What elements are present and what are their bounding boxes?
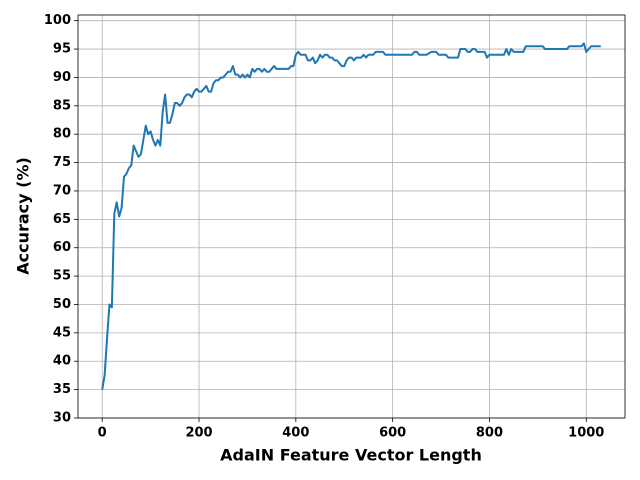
- y-tick-label: 80: [53, 127, 71, 142]
- plot-frame: [77, 14, 626, 419]
- y-tick-label: 40: [53, 354, 71, 369]
- x-tick-label: 400: [282, 426, 309, 441]
- y-tick-label: 55: [53, 269, 71, 284]
- y-tick-label: 100: [44, 13, 71, 28]
- x-axis-label: AdaIN Feature Vector Length: [220, 446, 482, 465]
- y-tick-label: 30: [53, 411, 71, 426]
- y-tick-label: 95: [53, 42, 71, 57]
- data-line: [101, 42, 601, 390]
- x-tick-label: 800: [476, 426, 503, 441]
- y-tick-label: 85: [53, 98, 71, 113]
- y-tick-label: 70: [53, 183, 71, 198]
- y-tick-label: 50: [53, 297, 71, 312]
- x-tick-label: 200: [185, 426, 212, 441]
- y-tick-label: 45: [53, 325, 71, 340]
- y-tick-label: 60: [53, 240, 71, 255]
- y-axis-label: Accuracy (%): [14, 157, 33, 275]
- y-tick-label: 90: [53, 70, 71, 85]
- y-tick-label: 35: [53, 382, 71, 397]
- x-tick-label: 600: [379, 426, 406, 441]
- x-tick-label: 1000: [568, 426, 604, 441]
- x-tick-label: 0: [98, 426, 107, 441]
- y-tick-label: 75: [53, 155, 71, 170]
- y-tick-label: 65: [53, 212, 71, 227]
